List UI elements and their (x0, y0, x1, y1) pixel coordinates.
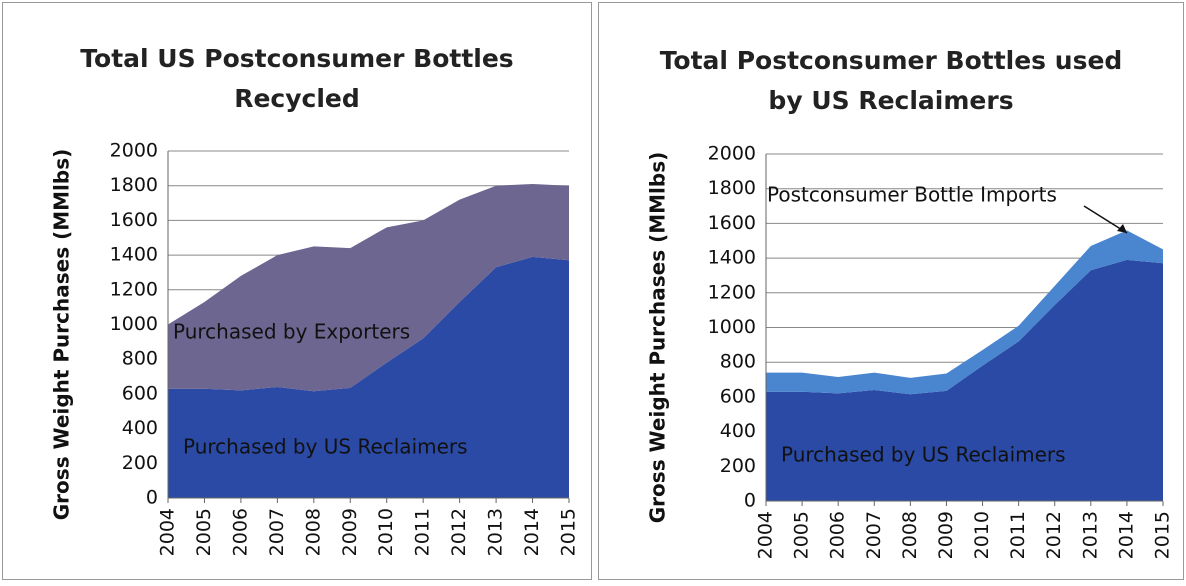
y-tick-label: 1000 (708, 316, 756, 338)
x-tick-label: 2005 (791, 511, 813, 559)
chart-title: Total US Postconsumer Bottles Recycled (80, 44, 514, 113)
x-tick-label: 2010 (971, 511, 993, 559)
x-tick-label: 2007 (266, 508, 288, 556)
x-tick-label: 2010 (375, 508, 397, 556)
x-tick-label: 2013 (485, 508, 507, 556)
x-tick-label: 2006 (827, 511, 849, 559)
y-tick-label: 1600 (708, 212, 756, 234)
area (766, 259, 1163, 501)
y-tick-label: 1800 (708, 177, 756, 199)
y-tick-label: 200 (720, 455, 756, 477)
x-tick-label: 2007 (863, 511, 885, 559)
y-tick-label: 1400 (110, 244, 158, 266)
x-tick-label: 2009 (935, 511, 957, 559)
y-tick-label: 1200 (110, 278, 158, 300)
chart: 0 200 400 600 800 1000 1200 1400 1600 1800 2000 Pur… (646, 143, 1174, 560)
y-tick-label: 600 (720, 385, 756, 407)
series-label: Postconsumer Bottle Imports (767, 183, 1057, 207)
area (168, 183, 569, 392)
x-tick-label: 2012 (448, 508, 470, 556)
y-tick-label: 600 (122, 382, 158, 404)
y-tick-label: 0 (146, 487, 158, 509)
y-tick-label: 1000 (110, 313, 158, 335)
y-axis-label: Gross Weight Purchases (MMlbs) (50, 149, 74, 520)
panel: Total US Postconsumer Bottles Recycled 0… (2, 2, 592, 580)
series-label: Purchased by US Reclaimers (781, 443, 1066, 467)
x-tick-label: 2008 (302, 508, 324, 556)
arrowhead (1117, 224, 1127, 233)
x-tick-label: 2012 (1043, 511, 1065, 559)
y-tick-label: 800 (720, 351, 756, 373)
series-label: Purchased by Exporters (173, 320, 410, 344)
x-tick-label: 2011 (1007, 511, 1029, 559)
panel: Total Postconsumer Bottles used by US Re… (598, 2, 1184, 580)
x-tick-label: 2015 (558, 508, 580, 556)
y-tick-label: 2000 (110, 140, 158, 162)
x-tick-label: 2013 (1079, 511, 1101, 559)
x-tick-label: 2014 (521, 508, 543, 556)
x-tick-label: 2014 (1115, 511, 1137, 559)
y-tick-label: 400 (720, 420, 756, 442)
y-tick-label: 1400 (708, 247, 756, 269)
x-tick-label: 2006 (229, 508, 251, 556)
x-tick-label: 2004 (157, 508, 179, 556)
x-tick-label: 2008 (899, 511, 921, 559)
y-tick-label: 200 (122, 452, 158, 474)
chart-title: Total Postconsumer Bottles used by US Re… (659, 46, 1123, 115)
y-axis-label: Gross Weight Purchases (MMlbs) (646, 152, 670, 523)
x-tick-label: 2005 (193, 508, 215, 556)
series-label: Purchased by US Reclaimers (183, 435, 468, 459)
x-tick-label: 2015 (1152, 511, 1174, 559)
x-tick-label: 2009 (339, 508, 361, 556)
x-tick-label: 2004 (755, 511, 777, 559)
y-tick-label: 800 (122, 348, 158, 370)
y-tick-label: 1600 (110, 209, 158, 231)
area (766, 230, 1163, 395)
chart: 0 200 400 600 800 1000 1200 1400 1600 1800 2000 Pur… (50, 140, 580, 557)
y-tick-label: 1800 (110, 174, 158, 196)
y-tick-label: 400 (122, 417, 158, 439)
area (168, 256, 569, 498)
x-tick-label: 2011 (412, 508, 434, 556)
y-tick-label: 1200 (708, 281, 756, 303)
y-tick-label: 0 (744, 490, 756, 512)
y-tick-label: 2000 (708, 143, 756, 165)
